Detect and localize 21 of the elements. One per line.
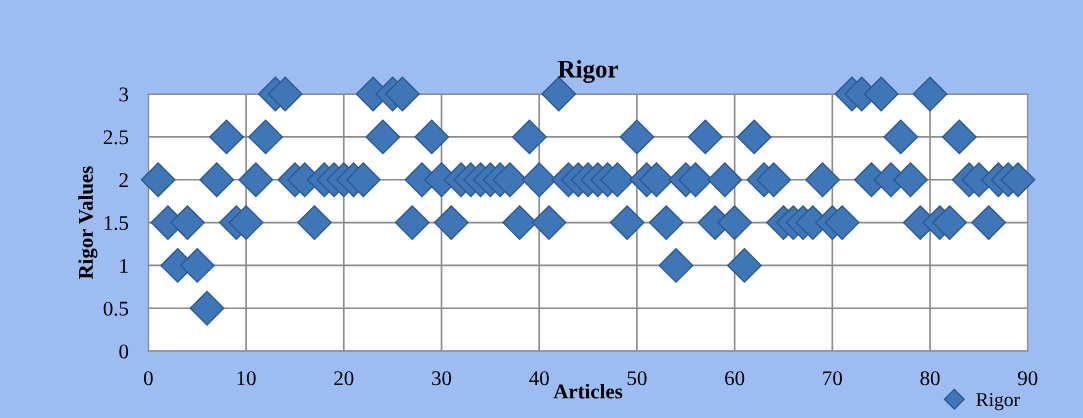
x-tick-label: 0: [143, 371, 153, 386]
y-axis-title: Rigor Values: [78, 166, 98, 280]
x-axis-title: Articles: [553, 383, 623, 399]
y-tick-label: 0: [119, 344, 129, 359]
x-tick-label: 60: [725, 371, 745, 386]
x-tick-label: 10: [237, 371, 256, 386]
x-tick-label: 30: [432, 371, 452, 386]
x-tick-label: 50: [627, 371, 647, 386]
x-tick-label: 70: [823, 371, 842, 386]
y-tick-label: 0.5: [103, 301, 129, 316]
x-tick-label: 80: [920, 371, 940, 386]
chart-title: Rigor: [557, 60, 619, 83]
x-tick-label: 40: [529, 371, 549, 386]
x-tick-label: 90: [1018, 371, 1038, 386]
y-tick-label: 3: [119, 87, 129, 102]
y-tick-label: 1: [120, 258, 128, 273]
legend-label: Rigor: [976, 393, 1020, 411]
x-tick-label: 20: [334, 371, 354, 386]
y-tick-label: 2.5: [103, 130, 129, 145]
y-tick-label: 2: [119, 173, 128, 187]
y-tick-label: 1.5: [104, 216, 129, 231]
